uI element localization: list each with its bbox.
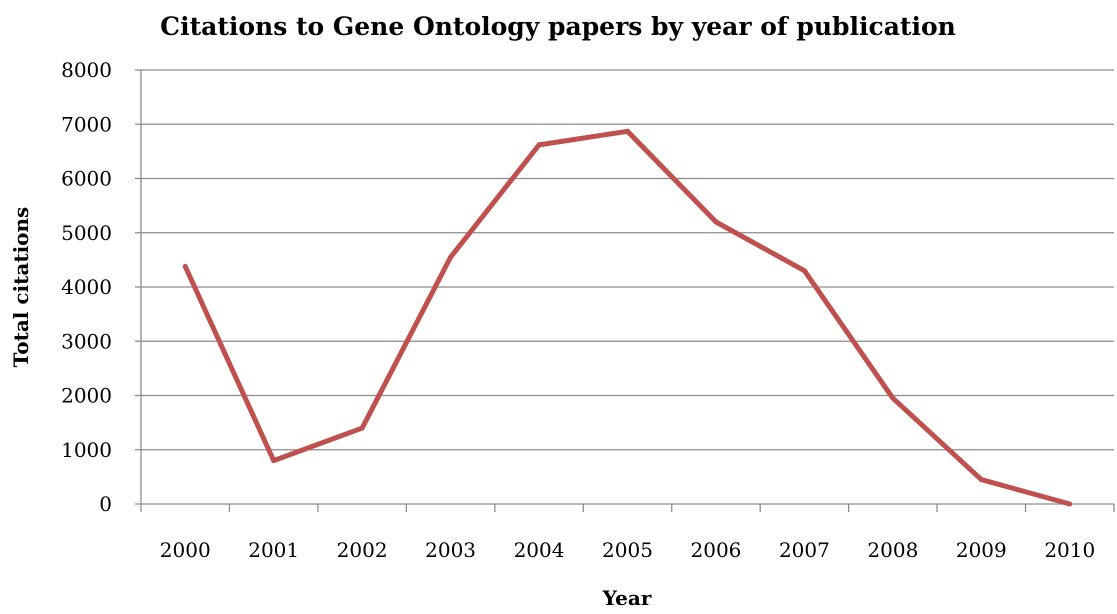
data-point-2005	[625, 128, 630, 134]
x-tick-label-2010: 2010	[1044, 538, 1095, 562]
x-tick-label-2000: 2000	[160, 538, 211, 562]
data-point-2009	[978, 477, 984, 483]
chart-title: Citations to Gene Ontology papers by yea…	[160, 12, 956, 41]
x-axis-title: Year	[602, 586, 652, 610]
series-line-0	[182, 128, 1071, 507]
data-point-2001	[271, 458, 277, 464]
x-tick-label-2005: 2005	[602, 538, 653, 562]
x-axis-ticks: 2000 2001 2002 2003 2004 2005 2006 2007 2008 2009…	[140, 504, 1115, 562]
y-tick-label-3000: 3000	[61, 329, 112, 353]
y-axis-title: Total citations	[9, 207, 33, 368]
x-tick-label-2002: 2002	[337, 538, 388, 562]
data-point-2010	[1067, 501, 1073, 507]
x-tick-label-2007: 2007	[779, 538, 830, 562]
x-tick-label-2001: 2001	[248, 538, 299, 562]
x-tick-label-2006: 2006	[691, 538, 742, 562]
gridlines	[141, 69, 1114, 451]
x-tick-label-2009: 2009	[956, 538, 1007, 562]
y-tick-label-7000: 7000	[61, 112, 112, 136]
x-tick-label-2008: 2008	[867, 538, 918, 562]
x-tick-label-2004: 2004	[514, 538, 565, 562]
y-tick-label-5000: 5000	[61, 221, 112, 245]
y-tick-label-2000: 2000	[61, 384, 112, 408]
y-tick-label-0: 0	[99, 492, 112, 516]
data-point-2008	[890, 395, 896, 401]
data-point-2003	[448, 254, 454, 260]
data-point-2006	[713, 219, 719, 225]
series	[182, 128, 1073, 507]
x-tick-label-2003: 2003	[425, 538, 476, 562]
y-tick-label-4000: 4000	[61, 275, 112, 299]
y-tick-label-6000: 6000	[61, 167, 112, 191]
y-tick-label-1000: 1000	[61, 438, 112, 462]
data-point-2004	[536, 142, 542, 148]
data-point-2002	[359, 425, 365, 431]
data-point-2000	[182, 263, 188, 269]
y-axis-ticks: 0 1000 2000 3000 4000 5000 6000 7000 8000	[61, 58, 141, 516]
y-tick-label-8000: 8000	[61, 58, 112, 82]
data-point-2007	[801, 268, 807, 274]
